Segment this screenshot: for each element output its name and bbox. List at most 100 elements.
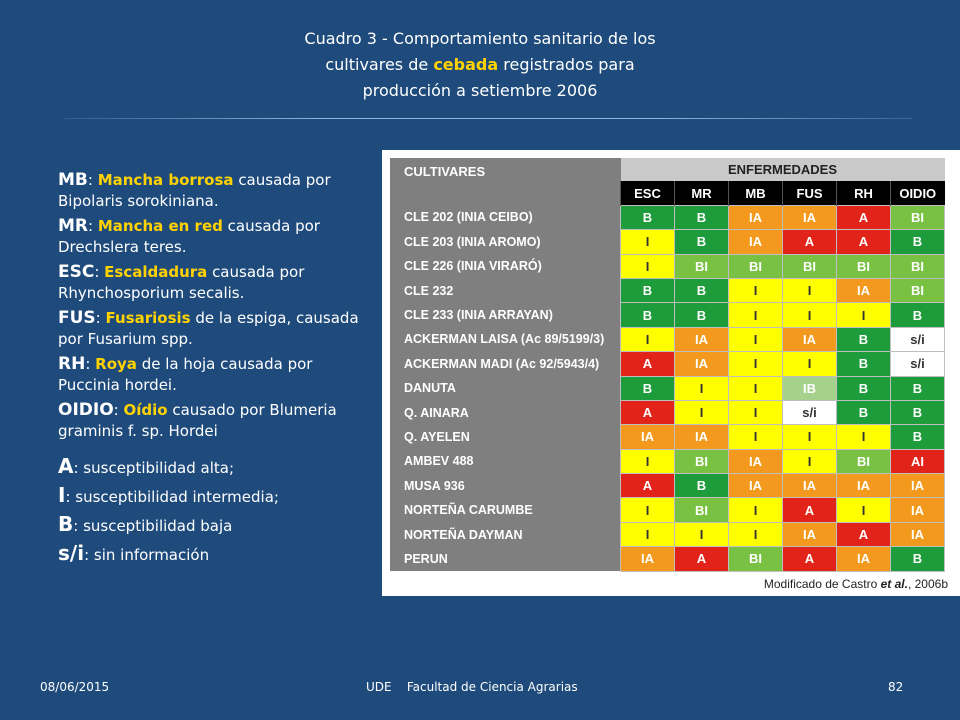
rating-cell: IA [620,424,675,450]
cultivar-table: CULTIVARES ENFERMEDADES ESC MR MB FUS RH OIDI… [390,158,945,572]
rating-cell: I [674,399,729,426]
legend-colon: : [95,309,106,327]
susceptibility-scale: A: susceptibilidad alta; I: susceptibilid… [58,456,378,566]
title-line-3: producción a setiembre 2006 [362,81,598,100]
rating-cell: I [836,302,891,328]
scale-item: B: susceptibilidad baja [58,514,378,537]
legend-item: FUS: Fusariosis de la espiga, causada po… [58,308,378,350]
rating-cell: A [620,473,675,499]
footer-page-number: 82 [888,680,904,694]
legend-disease-name: Oídio [123,401,168,419]
rating-cell: IA [674,351,729,377]
legend-item: OIDIO: Oídio causado por Blumeria gramin… [58,400,378,442]
table-row: CLE 233 (INIA ARRAYAN) B B I I I B [390,302,945,328]
rating-cell: B [620,204,675,231]
legend-desc: causada por Bipolaris sorokiniana. [58,171,331,210]
scale-key: I [58,483,66,507]
legend-abbr: ESC [58,262,95,282]
rating-cell: IA [836,277,891,304]
rating-cell: B [620,375,675,401]
rating-cell: B [674,229,729,255]
rating-cell: I [620,448,675,475]
legend-disease-name: Fusariosis [105,309,191,327]
rating-cell: B [836,326,891,353]
title-line-2: cultivares de cebada registrados para [180,52,780,78]
rating-cell: IA [782,204,837,231]
rating-cell: IA [728,204,783,231]
rating-cell: B [890,424,945,450]
table-credit: Modificado de Castro et al., 2006b [390,572,960,591]
credit-post: , 2006b [907,576,948,591]
rating-cell: I [674,521,729,548]
rating-cell: A [782,229,837,255]
legend-desc: causado por Blumeria graminis f. sp. Hor… [58,401,337,440]
legend-colon: : [85,355,96,373]
rating-cell: B [620,302,675,328]
rating-cell: B [674,277,729,304]
rating-cell: IA [782,521,837,548]
rating-cell: IA [728,229,783,255]
rating-cell: IA [890,497,945,523]
scale-item: I: susceptibilidad intermedia; [58,485,378,508]
rating-cell: B [620,277,675,304]
rating-cell: I [728,302,783,328]
title-line-1: Cuadro 3 - Comportamiento sanitario de l… [304,29,656,48]
legend-desc: causada por Drechslera teres. [58,217,320,256]
table-row: MUSA 936 A B IA IA IA IA [390,473,945,499]
legend-abbr: MB [58,170,88,190]
footer-date: 08/06/2015 [40,680,110,694]
table-row: PERUN IA A BI A IA B [390,546,945,572]
legend-disease-name: Escaldadura [104,263,208,281]
header-cultivares: CULTIVARES [390,158,621,206]
cultivar-name: Q. AINARA [390,400,621,425]
rating-cell: BI [890,204,945,231]
rating-cell: I [728,375,783,401]
table-row: CLE 232 B B I I IA BI [390,277,945,304]
rating-cell: s/i [890,326,945,353]
disease-header-row: ESC MR MB FUS RH OIDIO [390,181,945,206]
rating-cell: I [782,277,837,304]
title-line-2-post: registrados para [498,55,635,74]
cultivar-name: AMBEV 488 [390,449,621,474]
rating-cell: B [674,473,729,499]
scale-key: B [58,512,74,536]
rating-cell: BI [890,277,945,304]
legend-colon: : [87,171,98,189]
rating-cell: AI [890,448,945,475]
rating-cell: BI [674,497,729,523]
table-row: DANUTA B I I IB B B [390,375,945,401]
rating-cell: A [782,497,837,523]
rating-cell: A [620,399,675,426]
disease-header-cell: MB [728,181,783,206]
scale-key: A [58,454,74,478]
legend-colon: : [113,401,124,419]
footer-institution: UDE Facultad de Ciencia Agrarias [366,680,578,694]
legend-list: MB: Mancha borrosa causada por Bipolaris… [58,170,378,442]
rating-cell: IA [674,424,729,450]
title-divider [64,118,912,119]
rating-cell: I [728,521,783,548]
rating-cell: B [890,546,945,572]
rating-cell: I [620,229,675,255]
rating-cell: I [782,448,837,475]
rating-cell: s/i [782,399,837,426]
rating-cell: I [836,424,891,450]
cultivar-name: CLE 202 (INIA CEIBO) [390,205,621,230]
rating-cell: B [836,351,891,377]
legend-abbr: FUS [58,308,96,328]
rating-cell: I [728,399,783,426]
legend-colon: : [94,263,105,281]
legend-disease-name: Mancha en red [97,217,223,235]
rating-cell: I [620,521,675,548]
legend-desc: de la espiga, causada por Fusarium spp. [58,309,359,348]
table-row: Q. AYELEN IA IA I I I B [390,424,945,450]
rating-cell: A [836,204,891,231]
cultivar-name: CLE 233 (INIA ARRAYAN) [390,302,621,328]
credit-etal: et al. [880,576,908,591]
table-row: NORTEÑA CARUMBE I BI I A I IA [390,497,945,523]
rating-cell: BI [728,546,783,572]
legend-abbr: RH [58,354,86,374]
scale-desc: : susceptibilidad baja [73,517,233,535]
header-enfermedades: ENFERMEDADES [620,158,945,182]
